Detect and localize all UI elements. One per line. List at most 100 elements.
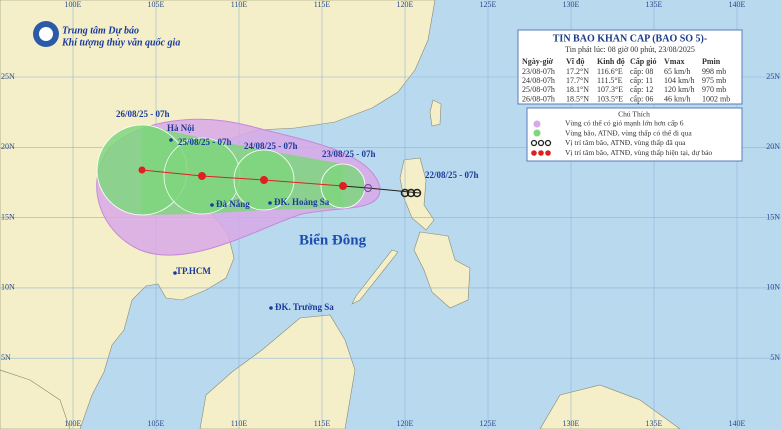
past-track	[342, 185, 421, 194]
storm-symbols	[138, 166, 347, 190]
table-header: Kinh độ	[597, 57, 625, 66]
past-point	[412, 188, 422, 198]
legend-item: Vùng bão, ATNĐ, vùng thấp có thể đi qua	[565, 128, 692, 137]
table-cell: 17.7°N	[566, 76, 589, 85]
logo-inner	[39, 27, 53, 41]
lon-label-bottom: 100E	[65, 419, 82, 428]
table-cell: 18.1°N	[566, 85, 589, 94]
table-cell: cấp: 12	[630, 85, 653, 94]
position-label: 23/08/25 - 07h	[322, 149, 376, 159]
palawan	[351, 249, 399, 305]
lon-label-top: 135E	[646, 0, 663, 9]
table-cell: 17.2°N	[566, 67, 589, 76]
lon-label-top: 120E	[397, 0, 414, 9]
lon-label-bottom: 135E	[646, 419, 663, 428]
table-cell: cấp: 11	[630, 76, 653, 85]
bulletin-title: TIN BAO KHAN CAP (BAO SO 5)-	[553, 33, 707, 44]
position-label: 22/08/25 - 07h	[425, 170, 479, 180]
lon-label-top: 115E	[314, 0, 331, 9]
bulletin-box	[517, 29, 743, 105]
legend-icon	[531, 150, 551, 156]
island-dot	[269, 306, 273, 310]
lat-label-left: 10N	[1, 283, 15, 292]
table-cell: 23/08-07h	[522, 67, 555, 76]
table-cell: 998 mb	[702, 67, 726, 76]
legend-title: Chú Thích	[618, 110, 650, 119]
lon-label-bottom: 120E	[397, 419, 414, 428]
table-header: Vĩ độ	[566, 57, 584, 66]
logo	[33, 21, 59, 47]
storm-center	[339, 182, 347, 190]
position-label: 24/08/25 - 07h	[244, 141, 298, 151]
legend-item: Vị trí tâm bão, ATNĐ, vùng thấp đã qua	[565, 138, 686, 147]
table-header: Cấp gió	[630, 57, 656, 66]
table-header: Pmin	[702, 57, 721, 66]
islands-east	[539, 384, 681, 429]
table-cell: 26/08-07h	[522, 94, 555, 103]
table-cell: 24/08-07h	[522, 76, 555, 85]
past-point	[400, 188, 410, 198]
city-dot	[169, 138, 173, 142]
position-label: 25/08/25 - 07h	[178, 137, 232, 147]
table-cell: 46 km/h	[664, 94, 690, 103]
place-label: ĐK. Hoàng Sa	[274, 197, 330, 207]
sumatra	[0, 369, 71, 429]
sea-label: Biển Đông	[299, 232, 367, 248]
past-point	[406, 188, 416, 198]
table-cell: 1002 mb	[702, 94, 730, 103]
past-positions	[400, 188, 422, 198]
lon-label-bottom: 110E	[231, 419, 248, 428]
table-cell: 120 km/h	[664, 85, 694, 94]
storm-center	[198, 172, 206, 180]
place-label: Đà Nẵng	[216, 199, 250, 209]
storm-center	[138, 166, 146, 174]
table-cell: 104 km/h	[664, 76, 694, 85]
table-cell: 970 mb	[702, 85, 726, 94]
lat-label-right: 25N	[766, 72, 780, 81]
lon-label-top: 130E	[563, 0, 580, 9]
city-dot	[210, 203, 214, 207]
place-label: Hà Nội	[167, 123, 195, 133]
legend-icon	[530, 139, 552, 147]
lat-label-right: 20N	[766, 142, 780, 151]
past-point	[364, 184, 372, 192]
table-header: Vmax	[664, 57, 684, 66]
agency-line: Khí tượng thủy văn quốc gia	[61, 37, 180, 48]
legend-icon	[533, 129, 541, 137]
lon-label-top: 140E	[729, 0, 746, 9]
table-cell: 25/08-07h	[522, 85, 555, 94]
lon-label-bottom: 105E	[148, 419, 165, 428]
lat-label-left: 20N	[1, 142, 15, 151]
legend-icon	[533, 120, 541, 128]
position-label: 26/08/25 - 07h	[116, 109, 170, 119]
storm-center	[260, 176, 268, 184]
island-dot	[268, 201, 272, 205]
lon-label-bottom: 115E	[314, 419, 331, 428]
table-cell: cấp: 06	[630, 94, 653, 103]
table-cell: 65 km/h	[664, 67, 690, 76]
lat-label-right: 5N	[770, 353, 780, 362]
lon-label-top: 105E	[148, 0, 165, 9]
table-cell: 103.5°E	[597, 94, 623, 103]
lon-label-bottom: 125E	[480, 419, 497, 428]
lon-label-top: 110E	[231, 0, 248, 9]
lon-label-bottom: 140E	[729, 419, 746, 428]
visayas-mindanao	[413, 231, 471, 309]
table-cell: 18.5°N	[566, 94, 589, 103]
lat-label-left: 15N	[1, 212, 15, 221]
lon-label-bottom: 130E	[563, 419, 580, 428]
forecast-track	[141, 169, 344, 187]
lat-label-right: 10N	[766, 283, 780, 292]
table-cell: cấp: 08	[630, 67, 653, 76]
bulletin-issued: Tin phát lúc: 08 giờ 00 phút, 23/08/2025	[565, 45, 695, 54]
city-dot	[173, 271, 177, 275]
table-cell: 107.3°E	[597, 85, 623, 94]
legend-item: Vị trí tâm bão, ATNĐ, vùng thấp hiện tại…	[565, 148, 712, 157]
place-label: ĐK. Trường Sa	[275, 302, 334, 312]
agency-line: Trung tâm Dự báo	[62, 25, 139, 36]
luzon	[399, 157, 435, 231]
table-cell: 111.5°E	[597, 76, 623, 85]
lat-label-left: 25N	[1, 72, 15, 81]
